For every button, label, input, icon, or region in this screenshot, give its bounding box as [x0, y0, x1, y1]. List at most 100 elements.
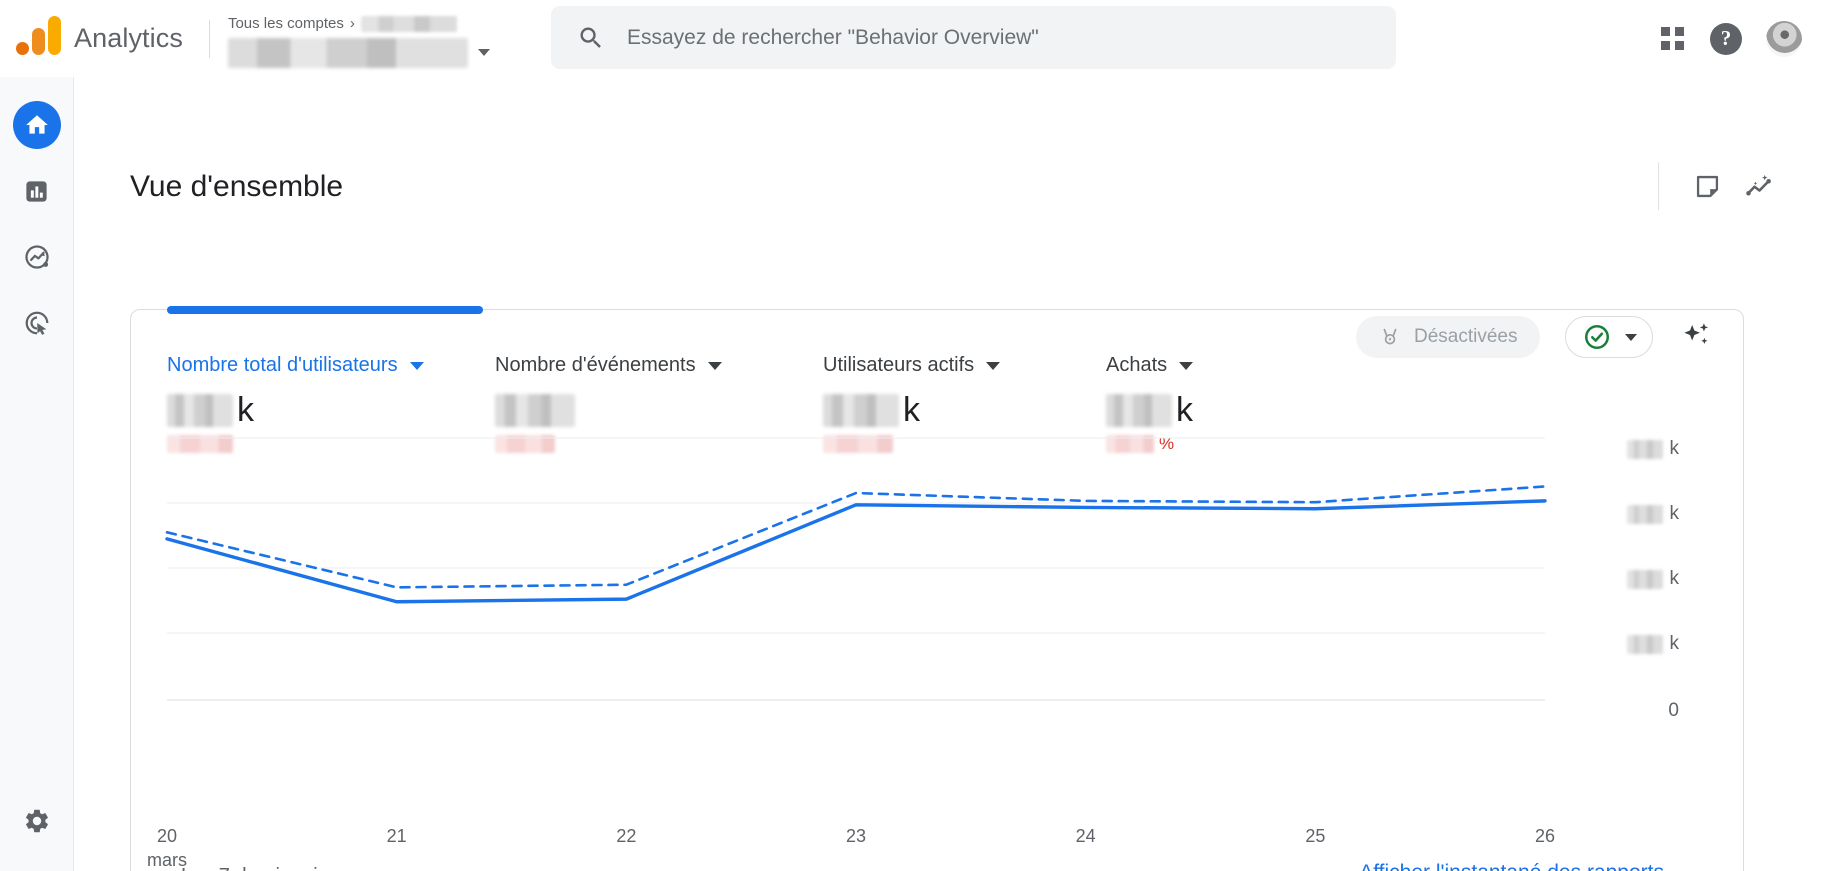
search-icon [577, 24, 605, 52]
chart-gridlines [167, 437, 1545, 701]
metric-value-redacted [1106, 394, 1172, 427]
overview-line-chart [131, 434, 1743, 834]
account-picker[interactable]: Tous les comptes › [227, 10, 490, 68]
metric-delta-redacted [823, 435, 893, 453]
google-analytics-logo-icon [14, 15, 61, 59]
chart-svg [165, 437, 1547, 701]
metric-header[interactable]: Nombre d'événements [495, 354, 722, 377]
chevron-down-icon[interactable] [1624, 333, 1637, 341]
metric-delta-redacted [1106, 435, 1154, 453]
sidebar-item-home[interactable] [12, 101, 61, 149]
metric-label: Nombre d'événements [495, 354, 696, 376]
x-tick-sublabel: mars [147, 850, 187, 870]
y-tick: k [1626, 633, 1680, 655]
y-tick-unit: k [1669, 438, 1680, 459]
metric-value: k [1106, 387, 1193, 427]
metric-delta: % [1106, 434, 1193, 454]
top-bar: Analytics Tous les comptes › Essayez de … [0, 0, 1823, 77]
metric-selectors: Nombre total d'utilisateurs k Nombre d'é… [131, 310, 1743, 453]
ai-sparkle-icon[interactable] [1674, 314, 1718, 358]
chevron-down-icon[interactable] [1179, 361, 1194, 370]
medal-off-icon [1383, 328, 1397, 345]
y-tick-unit: k [1669, 568, 1680, 589]
y-tick-value-redacted [1626, 569, 1663, 589]
metric-header[interactable]: Utilisateurs actifs [823, 354, 1001, 377]
metric-value: k [823, 387, 1000, 427]
chevron-down-icon[interactable] [707, 361, 722, 370]
metric-purchases[interactable]: Achats k % [1106, 354, 1194, 454]
snapshot-link-label: Afficher l'instantané des rapports [1359, 861, 1664, 871]
metric-unit: k [903, 391, 920, 429]
home-icon [25, 115, 48, 134]
user-avatar-image [1766, 20, 1802, 57]
sidebar-item-admin[interactable] [13, 797, 61, 845]
x-tick-label: 21 [386, 826, 407, 846]
y-tick-unit: k [1669, 633, 1680, 654]
chevron-down-icon[interactable] [409, 361, 424, 370]
insights-icon[interactable] [1733, 160, 1785, 212]
x-tick-label: 24 [1075, 826, 1096, 846]
metric-header[interactable]: Achats [1106, 354, 1194, 377]
y-tick: k [1626, 568, 1680, 590]
property-row [227, 37, 490, 68]
chart-y-axis: k k k k 0 [1611, 434, 1731, 834]
metric-delta-redacted [167, 435, 233, 453]
chevron-down-icon[interactable] [986, 361, 1001, 370]
top-bar-actions: ? [1645, 0, 1807, 77]
x-tick-label: 23 [845, 826, 867, 846]
x-tick-label: 26 [1534, 826, 1556, 846]
y-tick-value-redacted [1626, 439, 1663, 459]
metric-delta-redacted [495, 435, 555, 453]
actions-divider [1658, 162, 1659, 210]
y-tick-unit: k [1669, 503, 1680, 524]
x-tick-label: 22 [616, 826, 637, 846]
sidebar-item-advertising[interactable] [13, 299, 61, 347]
account-name-redacted [360, 15, 457, 32]
chevron-down-icon[interactable] [477, 49, 490, 56]
metric-label: Utilisateurs actifs [823, 354, 975, 376]
chevron-right-icon: › [349, 15, 355, 32]
metric-value-redacted [495, 394, 575, 427]
y-tick: k [1626, 503, 1680, 525]
metric-event-count[interactable]: Nombre d'événements [495, 354, 722, 454]
disabled-chip-label: Désactivées [1414, 326, 1518, 347]
metric-unit: k [237, 391, 254, 429]
help-question-mark: ? [1710, 22, 1742, 55]
avatar[interactable] [1753, 12, 1807, 66]
date-range-label: Les 7 derniers jours [181, 865, 357, 871]
y-tick-zero: 0 [1668, 700, 1679, 721]
search-input[interactable]: Essayez de rechercher "Behavior Overview… [551, 6, 1396, 69]
disabled-comparisons-chip[interactable]: Désactivées [1356, 316, 1540, 358]
metric-value: k [167, 387, 424, 427]
header-divider [208, 19, 210, 58]
chart-x-axis: 20 mars 21 22 23 24 25 26 [131, 826, 1743, 871]
x-tick-label: 20 mars [147, 826, 187, 870]
reports-snapshot-link[interactable]: Afficher l'instantané des rapports → [1359, 861, 1703, 871]
metric-total-users[interactable]: Nombre total d'utilisateurs k [167, 354, 424, 454]
page-title: Vue d'ensemble [130, 170, 344, 203]
date-range-selector[interactable]: Les 7 derniers jours [171, 859, 401, 871]
y-tick-value-redacted [1626, 504, 1663, 524]
data-status-pill[interactable] [1565, 316, 1653, 358]
advertising-target-icon [25, 311, 48, 335]
metric-active-users[interactable]: Utilisateurs actifs k [823, 354, 1001, 454]
arrow-right-icon: → [1680, 861, 1703, 871]
overview-card: Nombre total d'utilisateurs k Nombre d'é… [130, 306, 1744, 871]
apps-grid-icon[interactable] [1645, 12, 1699, 66]
metric-header[interactable]: Nombre total d'utilisateurs [167, 354, 424, 377]
metric-value [495, 387, 722, 427]
page-actions [1658, 160, 1785, 212]
brand-title: Analytics [74, 23, 183, 53]
help-icon[interactable]: ? [1699, 12, 1753, 66]
metric-unit: k [1176, 391, 1193, 429]
brand-area[interactable]: Analytics [14, 15, 183, 59]
sidebar-item-reports[interactable] [13, 167, 61, 215]
explore-icon [24, 245, 49, 269]
metric-delta [823, 434, 1000, 454]
reports-bar-chart-icon [26, 180, 47, 202]
notes-icon[interactable] [1681, 160, 1733, 212]
main-content: Vue d'ensemble [74, 77, 1823, 871]
sidebar-item-explore[interactable] [13, 233, 61, 281]
y-tick: k [1626, 438, 1680, 460]
